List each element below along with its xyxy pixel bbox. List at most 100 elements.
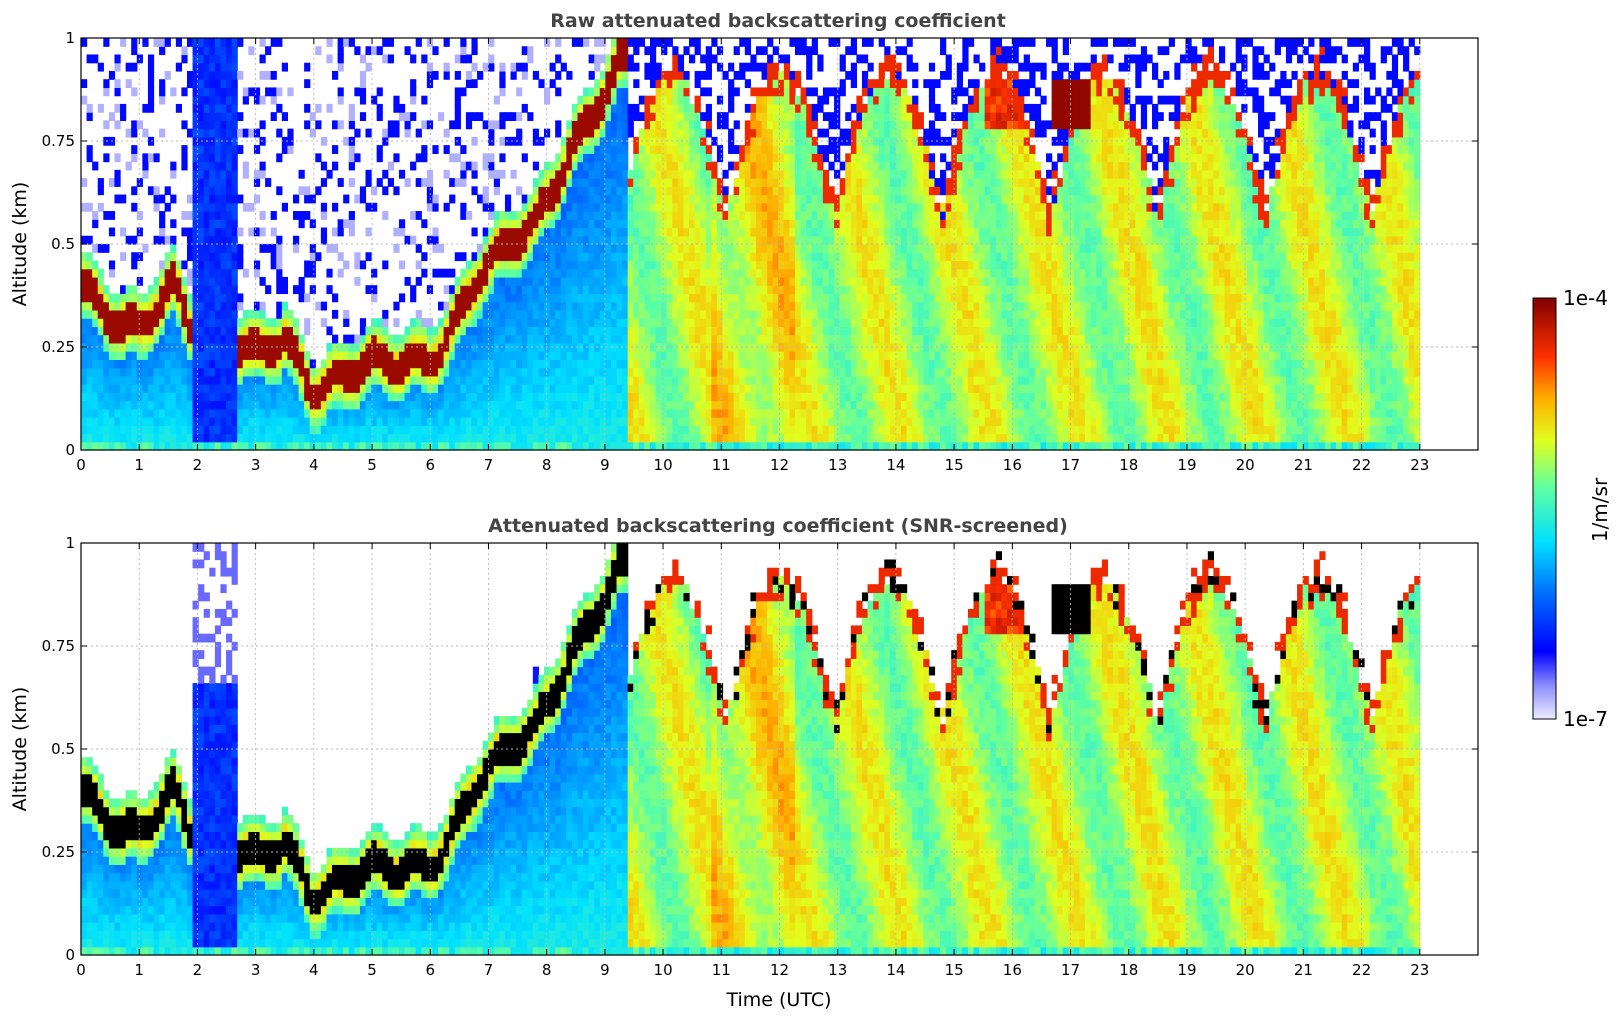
heatmap-cell [86, 112, 93, 121]
heatmap-cell [544, 235, 551, 245]
heatmap-cell [170, 318, 177, 327]
heatmap-cell [778, 392, 785, 402]
heatmap-cell [661, 326, 668, 336]
heatmap-cell [337, 227, 344, 237]
heatmap-cell [432, 375, 439, 385]
heatmap-cell [281, 301, 288, 311]
heatmap-cell [839, 260, 846, 270]
heatmap-cell [97, 276, 104, 286]
heatmap-cell [265, 384, 272, 393]
heatmap-cell [861, 408, 869, 418]
heatmap-cell [627, 433, 634, 443]
heatmap-cell [504, 441, 512, 451]
heatmap-cell [97, 62, 104, 72]
heatmap-cell [616, 186, 623, 196]
heatmap-cell [276, 103, 283, 113]
heatmap-cell [214, 161, 222, 171]
heatmap-cell [192, 219, 199, 229]
heatmap-cell [644, 95, 651, 105]
heatmap-cell [571, 301, 579, 311]
heatmap-cell [778, 359, 785, 369]
heatmap-cell [549, 268, 556, 278]
heatmap-cell [789, 367, 796, 377]
heatmap-cell [270, 112, 277, 121]
heatmap-cell [131, 87, 138, 97]
heatmap-cell [778, 301, 785, 311]
heatmap-cell [410, 425, 417, 435]
heatmap-cell [209, 326, 216, 336]
heatmap-cell [839, 235, 846, 245]
heatmap-cell [504, 367, 512, 377]
heatmap-cell [627, 219, 634, 229]
heatmap-cell [292, 351, 300, 360]
heatmap-cell [320, 359, 328, 369]
heatmap-cell [711, 367, 718, 377]
heatmap-cell [142, 38, 149, 47]
heatmap-cell [700, 70, 707, 80]
heatmap-cell [599, 87, 606, 97]
heatmap-cell [488, 367, 495, 377]
heatmap-cell [806, 392, 813, 402]
heatmap-cell [164, 252, 171, 262]
heatmap-cell [231, 62, 238, 72]
heatmap-cell [744, 103, 751, 113]
heatmap-cell [627, 359, 634, 369]
heatmap-cell [577, 285, 584, 295]
heatmap-cell [616, 276, 623, 286]
heatmap-cell [465, 285, 473, 295]
heatmap-cell [649, 202, 657, 212]
heatmap-cell [510, 260, 517, 270]
heatmap-cell [153, 293, 160, 303]
heatmap-cell [192, 268, 199, 278]
heatmap-cell [806, 194, 813, 204]
heatmap-cell [839, 301, 846, 311]
heatmap-cell [811, 252, 818, 262]
heatmap-cell [309, 384, 316, 393]
heatmap-cell [845, 202, 852, 212]
heatmap-cell [465, 161, 473, 171]
heatmap-cell [253, 128, 261, 138]
heatmap-cell [555, 384, 562, 393]
heatmap-cell [755, 425, 763, 435]
heatmap-cell [544, 87, 551, 97]
heatmap-cell [354, 46, 361, 56]
heatmap-cell [198, 276, 205, 286]
heatmap-cell [203, 293, 210, 303]
heatmap-cell [281, 318, 288, 327]
heatmap-cell [739, 441, 746, 451]
heatmap-cell [761, 433, 768, 443]
heatmap-cell [181, 417, 188, 426]
heatmap-cell [772, 375, 779, 385]
heatmap-cell [516, 367, 523, 377]
heatmap-cell [845, 244, 852, 253]
heatmap-cell [532, 178, 540, 187]
heatmap-cell [114, 79, 121, 89]
heatmap-cell [214, 87, 222, 97]
heatmap-cell [142, 417, 149, 426]
heatmap-cell [744, 145, 751, 154]
heatmap-cell [287, 425, 294, 435]
heatmap-cell [689, 285, 696, 295]
heatmap-cell [588, 54, 595, 64]
heatmap-cell [599, 219, 606, 229]
heatmap-cell [627, 293, 634, 303]
heatmap-cell [465, 260, 473, 270]
heatmap-cell [795, 276, 802, 286]
heatmap-cell [560, 62, 567, 72]
heatmap-cell [789, 441, 796, 451]
heatmap-cell [666, 301, 673, 311]
heatmap-cell [845, 219, 852, 229]
heatmap-cell [198, 326, 205, 336]
heatmap-cell [532, 441, 540, 451]
heatmap-cell [755, 334, 763, 344]
heatmap-cell [443, 384, 450, 393]
heatmap-cell [666, 367, 673, 377]
heatmap-cell [555, 392, 562, 402]
heatmap-cell [114, 169, 121, 179]
heatmap-cell [164, 268, 171, 278]
heatmap-cell [120, 38, 127, 47]
heatmap-cell [594, 400, 601, 410]
heatmap-cell [622, 227, 629, 237]
heatmap-cell [705, 112, 712, 121]
heatmap-cell [348, 153, 355, 163]
